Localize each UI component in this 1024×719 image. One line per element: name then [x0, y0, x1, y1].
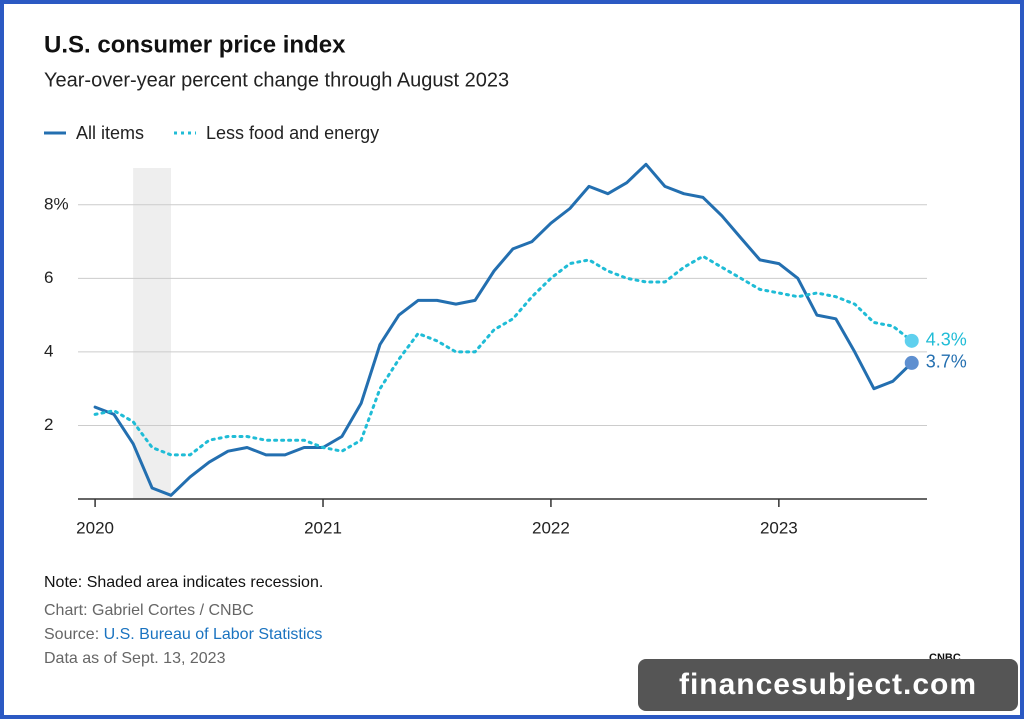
x-tick-label: 2023	[760, 518, 798, 537]
x-tick-label: 2021	[304, 518, 342, 537]
chart: U.S. consumer price index Year-over-year…	[44, 31, 967, 537]
chart-card: U.S. consumer price index Year-over-year…	[4, 4, 1020, 715]
watermark: financesubject.com	[638, 659, 1018, 711]
y-tick-label: 2	[44, 415, 53, 434]
x-tick-label: 2020	[76, 518, 114, 537]
legend-label: Less food and energy	[206, 123, 379, 143]
credit: Chart: Gabriel Cortes / CNBC	[44, 602, 254, 619]
y-tick-label: 6	[44, 268, 53, 287]
series-line	[93, 162, 914, 497]
note: Note: Shaded area indicates recession.	[44, 574, 324, 591]
series-line	[93, 254, 914, 457]
end-dot	[904, 355, 919, 370]
y-tick-label: 4	[44, 341, 53, 360]
value-label: 4.3%	[926, 330, 967, 350]
legend-label: All items	[76, 123, 144, 143]
value-label: 3.7%	[926, 352, 967, 372]
source-prefix: Source:	[44, 626, 100, 643]
date: Data as of Sept. 13, 2023	[44, 650, 226, 667]
recession-band	[133, 168, 171, 499]
chart-title: U.S. consumer price index	[44, 31, 346, 58]
x-tick-label: 2022	[532, 518, 570, 537]
source-link[interactable]: U.S. Bureau of Labor Statistics	[103, 626, 323, 643]
source-line: Source: U.S. Bureau of Labor Statistics	[44, 626, 322, 644]
y-tick-label: 8%	[44, 194, 69, 213]
chart-subtitle: Year-over-year percent change through Au…	[44, 69, 509, 91]
end-dot	[904, 333, 919, 348]
